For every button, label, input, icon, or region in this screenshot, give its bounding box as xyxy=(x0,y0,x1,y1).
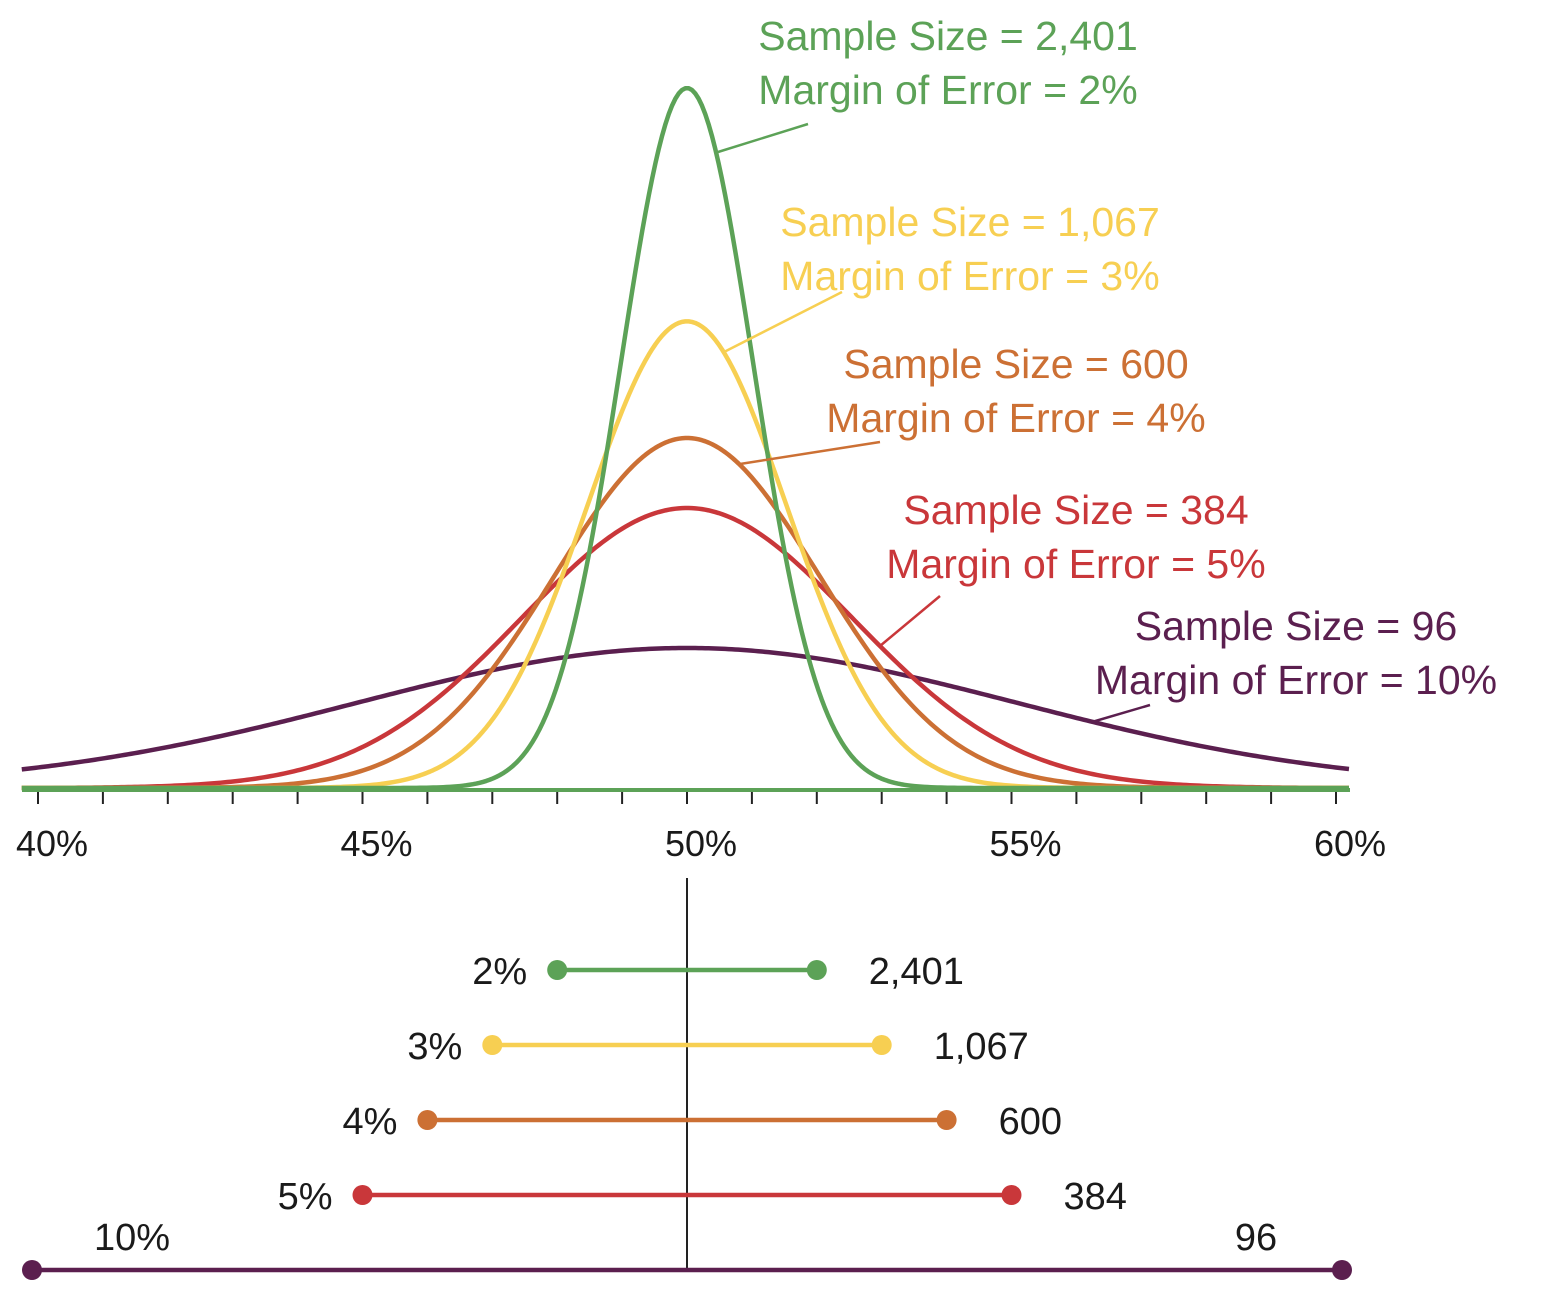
sample-size-label-n600: 600 xyxy=(999,1101,1062,1143)
interval-endpoint-right-n1067 xyxy=(871,1035,892,1055)
interval-endpoint-left-n600 xyxy=(417,1110,438,1130)
leader-line-n1067 xyxy=(723,290,843,354)
annotation-sample-size-n384: Sample Size = 384 xyxy=(903,487,1248,533)
annotation-margin-n384: Margin of Error = 5% xyxy=(886,541,1265,587)
curve-annotations: Sample Size = 96 Margin of Error = 10% Sam… xyxy=(758,13,1497,703)
margin-label-n384: 5% xyxy=(278,1176,333,1218)
curve-n384 xyxy=(21,505,1349,791)
annotation-sample-size-n2401: Sample Size = 2,401 xyxy=(758,13,1138,59)
x-tick-label: 50% xyxy=(665,823,737,864)
x-tick-label: 45% xyxy=(340,823,412,864)
curve-n96 xyxy=(21,645,1350,772)
leader-line-n600 xyxy=(739,440,881,466)
x-tick-label: 55% xyxy=(989,823,1061,864)
leader-line-n2401 xyxy=(717,122,809,154)
annotation-sample-size-n96: Sample Size = 96 xyxy=(1135,603,1458,649)
margin-label-n600: 4% xyxy=(342,1101,397,1143)
margin-label-n1067: 3% xyxy=(407,1026,462,1068)
annotation-margin-n2401: Margin of Error = 2% xyxy=(758,67,1137,113)
sample-size-label-n96: 96 xyxy=(1235,1217,1277,1259)
interval-endpoint-left-n1067 xyxy=(482,1035,503,1055)
interval-endpoint-right-n96 xyxy=(1332,1260,1352,1280)
sample-size-label-n2401: 2,401 xyxy=(869,951,964,993)
x-tick-label: 40% xyxy=(16,823,88,864)
interval-endpoint-right-n384 xyxy=(1001,1185,1022,1205)
margin-label-n96: 10% xyxy=(94,1217,170,1259)
x-tick-label: 60% xyxy=(1314,823,1386,864)
interval-endpoint-right-n600 xyxy=(936,1110,957,1130)
leader-line-n384 xyxy=(879,595,941,647)
interval-endpoint-left-n2401 xyxy=(547,960,568,980)
annotation-sample-size-n600: Sample Size = 600 xyxy=(843,341,1188,387)
sample-size-label-n1067: 1,067 xyxy=(934,1026,1029,1068)
leader-line-n96 xyxy=(1091,703,1151,724)
margin-label-n2401: 2% xyxy=(472,951,527,993)
annotation-sample-size-n1067: Sample Size = 1,067 xyxy=(780,199,1160,245)
annotation-margin-n1067: Margin of Error = 3% xyxy=(780,253,1159,299)
interval-bars: 2% 2,401 3% 1,067 4% 600 5% 384 10% 96 xyxy=(22,878,1352,1280)
annotation-leader-lines xyxy=(717,122,1151,724)
annotation-margin-n96: Margin of Error = 10% xyxy=(1095,657,1497,703)
x-axis: 40% 45% 50% 55% 60% xyxy=(16,788,1386,864)
interval-endpoint-left-n96 xyxy=(22,1260,42,1280)
interval-endpoint-right-n2401 xyxy=(806,960,827,980)
interval-endpoint-left-n384 xyxy=(352,1185,373,1205)
annotation-margin-n600: Margin of Error = 4% xyxy=(826,395,1205,441)
sample-size-label-n384: 384 xyxy=(1064,1176,1127,1218)
